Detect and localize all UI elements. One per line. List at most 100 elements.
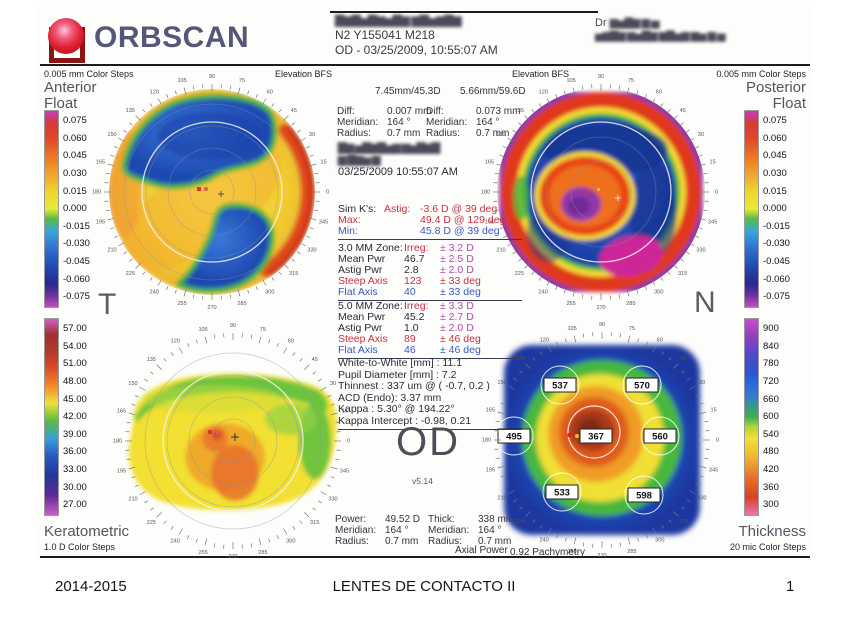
zone-metric-tolerance: ± 2.0 D [440, 322, 474, 334]
anterior-bfs-value: 7.45mm/45.3D [375, 86, 441, 97]
global-metric-line: Kappa Intercept : -0.98, 0.21 [338, 414, 472, 427]
simk-sublabel [384, 226, 420, 237]
global-metric-line: Pupil Diameter [mm] : 7.2 [338, 368, 457, 381]
svg-text:195: 195 [96, 219, 105, 225]
posterior-grid [530, 121, 672, 263]
svg-text:60: 60 [657, 337, 663, 343]
eye-label: OD [396, 420, 460, 464]
simk-section: Sim K's: Astig: -3.6 D @ 39 deg Max: 49.… [338, 204, 522, 240]
posterior-center-mark: 3+ [583, 189, 591, 196]
zone-metric-tolerance: ± 2.0 D [440, 264, 474, 276]
svg-text:330: 330 [307, 247, 316, 253]
pachymetry-value-top-left: 537 [543, 377, 577, 393]
svg-text:285: 285 [237, 301, 246, 307]
scale-tick-label: -0.030 [63, 238, 90, 250]
keratometric-title: Keratometric [44, 523, 130, 540]
svg-text:0: 0 [326, 189, 329, 195]
svg-text:330: 330 [328, 496, 337, 502]
posterior-diff-block: Diff: 0.073 mm Meridian: 164 ° Radius: 0.7 … [426, 106, 520, 139]
svg-text:45: 45 [291, 108, 297, 114]
anterior-grid [123, 103, 301, 281]
scale-tick-label: -0.015 [63, 220, 90, 232]
simk-value: 45.8 D @ 39 deg [420, 225, 500, 237]
svg-text:285: 285 [627, 549, 636, 555]
zone5-row: Mean Pwr 45.2 ± 2.7 D [338, 312, 522, 323]
zone-metric-name: Flat Axis [338, 286, 378, 298]
svg-text:270: 270 [228, 554, 237, 560]
thick-row-value: 164 ° [478, 525, 502, 536]
scale-tick-label: -0.075 [63, 291, 90, 303]
svg-text:120: 120 [150, 89, 159, 95]
svg-text:300: 300 [265, 289, 274, 295]
svg-text:537: 537 [552, 381, 568, 392]
svg-text:90: 90 [598, 74, 604, 80]
svg-text:180: 180 [92, 189, 101, 195]
footer-year: 2014-2015 [55, 578, 127, 595]
svg-text:195: 195 [486, 467, 495, 473]
power-row: Radius: 0.7 mm [335, 536, 420, 547]
zone-metric-name: Astig Pwr [338, 264, 383, 276]
patient-name-redacted: ▇▆▇▅▇▆▅▇▆ ▆▇▅▆▇▆ [335, 13, 462, 27]
svg-text:0: 0 [716, 437, 719, 443]
thick-row-label: Meridian: [428, 525, 470, 536]
scale-tick-label: 780 [763, 358, 779, 370]
zone3-row: Flat Axis 40 ± 33 deg [338, 287, 522, 298]
svg-text:120: 120 [171, 338, 180, 344]
svg-text:45: 45 [681, 356, 687, 362]
diff-value: 0.073 mm [476, 106, 521, 117]
pachymetry-label: 0.92 Pachymetry [510, 547, 586, 558]
pachymetry-value-center: 367 [579, 428, 613, 444]
svg-text:270: 270 [207, 305, 216, 311]
thickness-color-scale: 900 840 780 720 660 600 540 480 420 360 300 [744, 318, 779, 516]
svg-text:315: 315 [289, 271, 298, 277]
anterior-color-steps-label: 0.005 mm Color Steps [44, 69, 134, 79]
zone-metric-tolerance: ± 33 deg [440, 275, 481, 287]
svg-text:180: 180 [113, 438, 122, 444]
thickness-map: 537 570 495 367 560 533 598 0 15 30 45 60 75 9… [482, 322, 719, 559]
svg-text:255: 255 [567, 549, 576, 555]
zone-metric-tolerance: ± 2.5 D [440, 253, 474, 265]
svg-text:30: 30 [698, 132, 704, 138]
patient-header-block: ▇▆▇▅▇▆▅▇▆ ▆▇▅▆▇▆ N2 Y155041 M218 OD - 03… [335, 13, 498, 58]
svg-text:180: 180 [482, 437, 491, 443]
power-row: Meridian: 164 ° [335, 525, 420, 536]
scale-tick-label: 360 [763, 481, 779, 493]
svg-text:240: 240 [171, 538, 180, 544]
svg-text:105: 105 [566, 78, 575, 84]
header-divider-line [40, 64, 810, 66]
posterior-degree-ring: 0 15 30 45 60 75 90 105 120 135 150 165 180 195 210 225… [481, 74, 718, 311]
power-row-value: 0.7 mm [385, 536, 419, 547]
posterior-elevation-bfs-label: Elevation BFS [512, 69, 570, 79]
meridian-value: 164 ° [387, 117, 411, 128]
diff-label: Diff: [337, 106, 355, 117]
scan-bottom-edge-line [40, 556, 810, 558]
exam-patient-redacted-2: ▆ ▇▆▅ ▆ [338, 154, 380, 166]
axial-power-label: Axial Power [455, 545, 508, 556]
scale-tick-label: 0.060 [763, 132, 787, 144]
thickness-scale-labels: 900 840 780 720 660 600 540 480 420 360 300 [759, 318, 779, 516]
scale-tick-label: -0.060 [63, 273, 90, 285]
keratometric-degree-ring: 0 15 30 45 60 75 90 105 120 135 150 165 180 195 210 225… [113, 323, 350, 560]
svg-text:150: 150 [128, 381, 137, 387]
svg-text:105: 105 [198, 327, 207, 333]
posterior-bfs-value: 5.66mm/59.6D [460, 86, 526, 97]
svg-text:285: 285 [258, 550, 267, 556]
temporal-label: T [98, 288, 117, 321]
svg-text:135: 135 [515, 108, 524, 114]
svg-text:90: 90 [599, 322, 605, 328]
svg-text:225: 225 [516, 519, 525, 525]
scan-top-edge-line [330, 11, 598, 13]
svg-text:75: 75 [260, 327, 266, 333]
posterior-scale-bar [744, 110, 759, 308]
simk-sublabel [384, 215, 420, 226]
keratometric-grid [144, 352, 322, 530]
patient-id: N2 Y155041 M218 [335, 28, 435, 42]
scale-tick-label: -0.015 [763, 220, 790, 232]
anterior-float-map: 0 15 30 45 60 75 90 105 120 135 150 165 180 195 210 225… [92, 74, 329, 311]
doctor-name-redacted: ▆▅▇▆ ▆ ▅ [609, 17, 660, 29]
exam-patient-block: ▇▆ ▅▇▆▇▅▆ ▆▅▇▆▇ ▆ ▇▆▅ ▆ 03/25/2009 10:55… [338, 142, 458, 178]
anterior-scale-labels: 0.075 0.060 0.045 0.030 0.015 0.000 -0.015 -0.0… [59, 110, 90, 308]
svg-text:75: 75 [239, 78, 245, 84]
radius-label: Radius: [337, 128, 371, 139]
scale-tick-label: -0.045 [763, 256, 790, 268]
